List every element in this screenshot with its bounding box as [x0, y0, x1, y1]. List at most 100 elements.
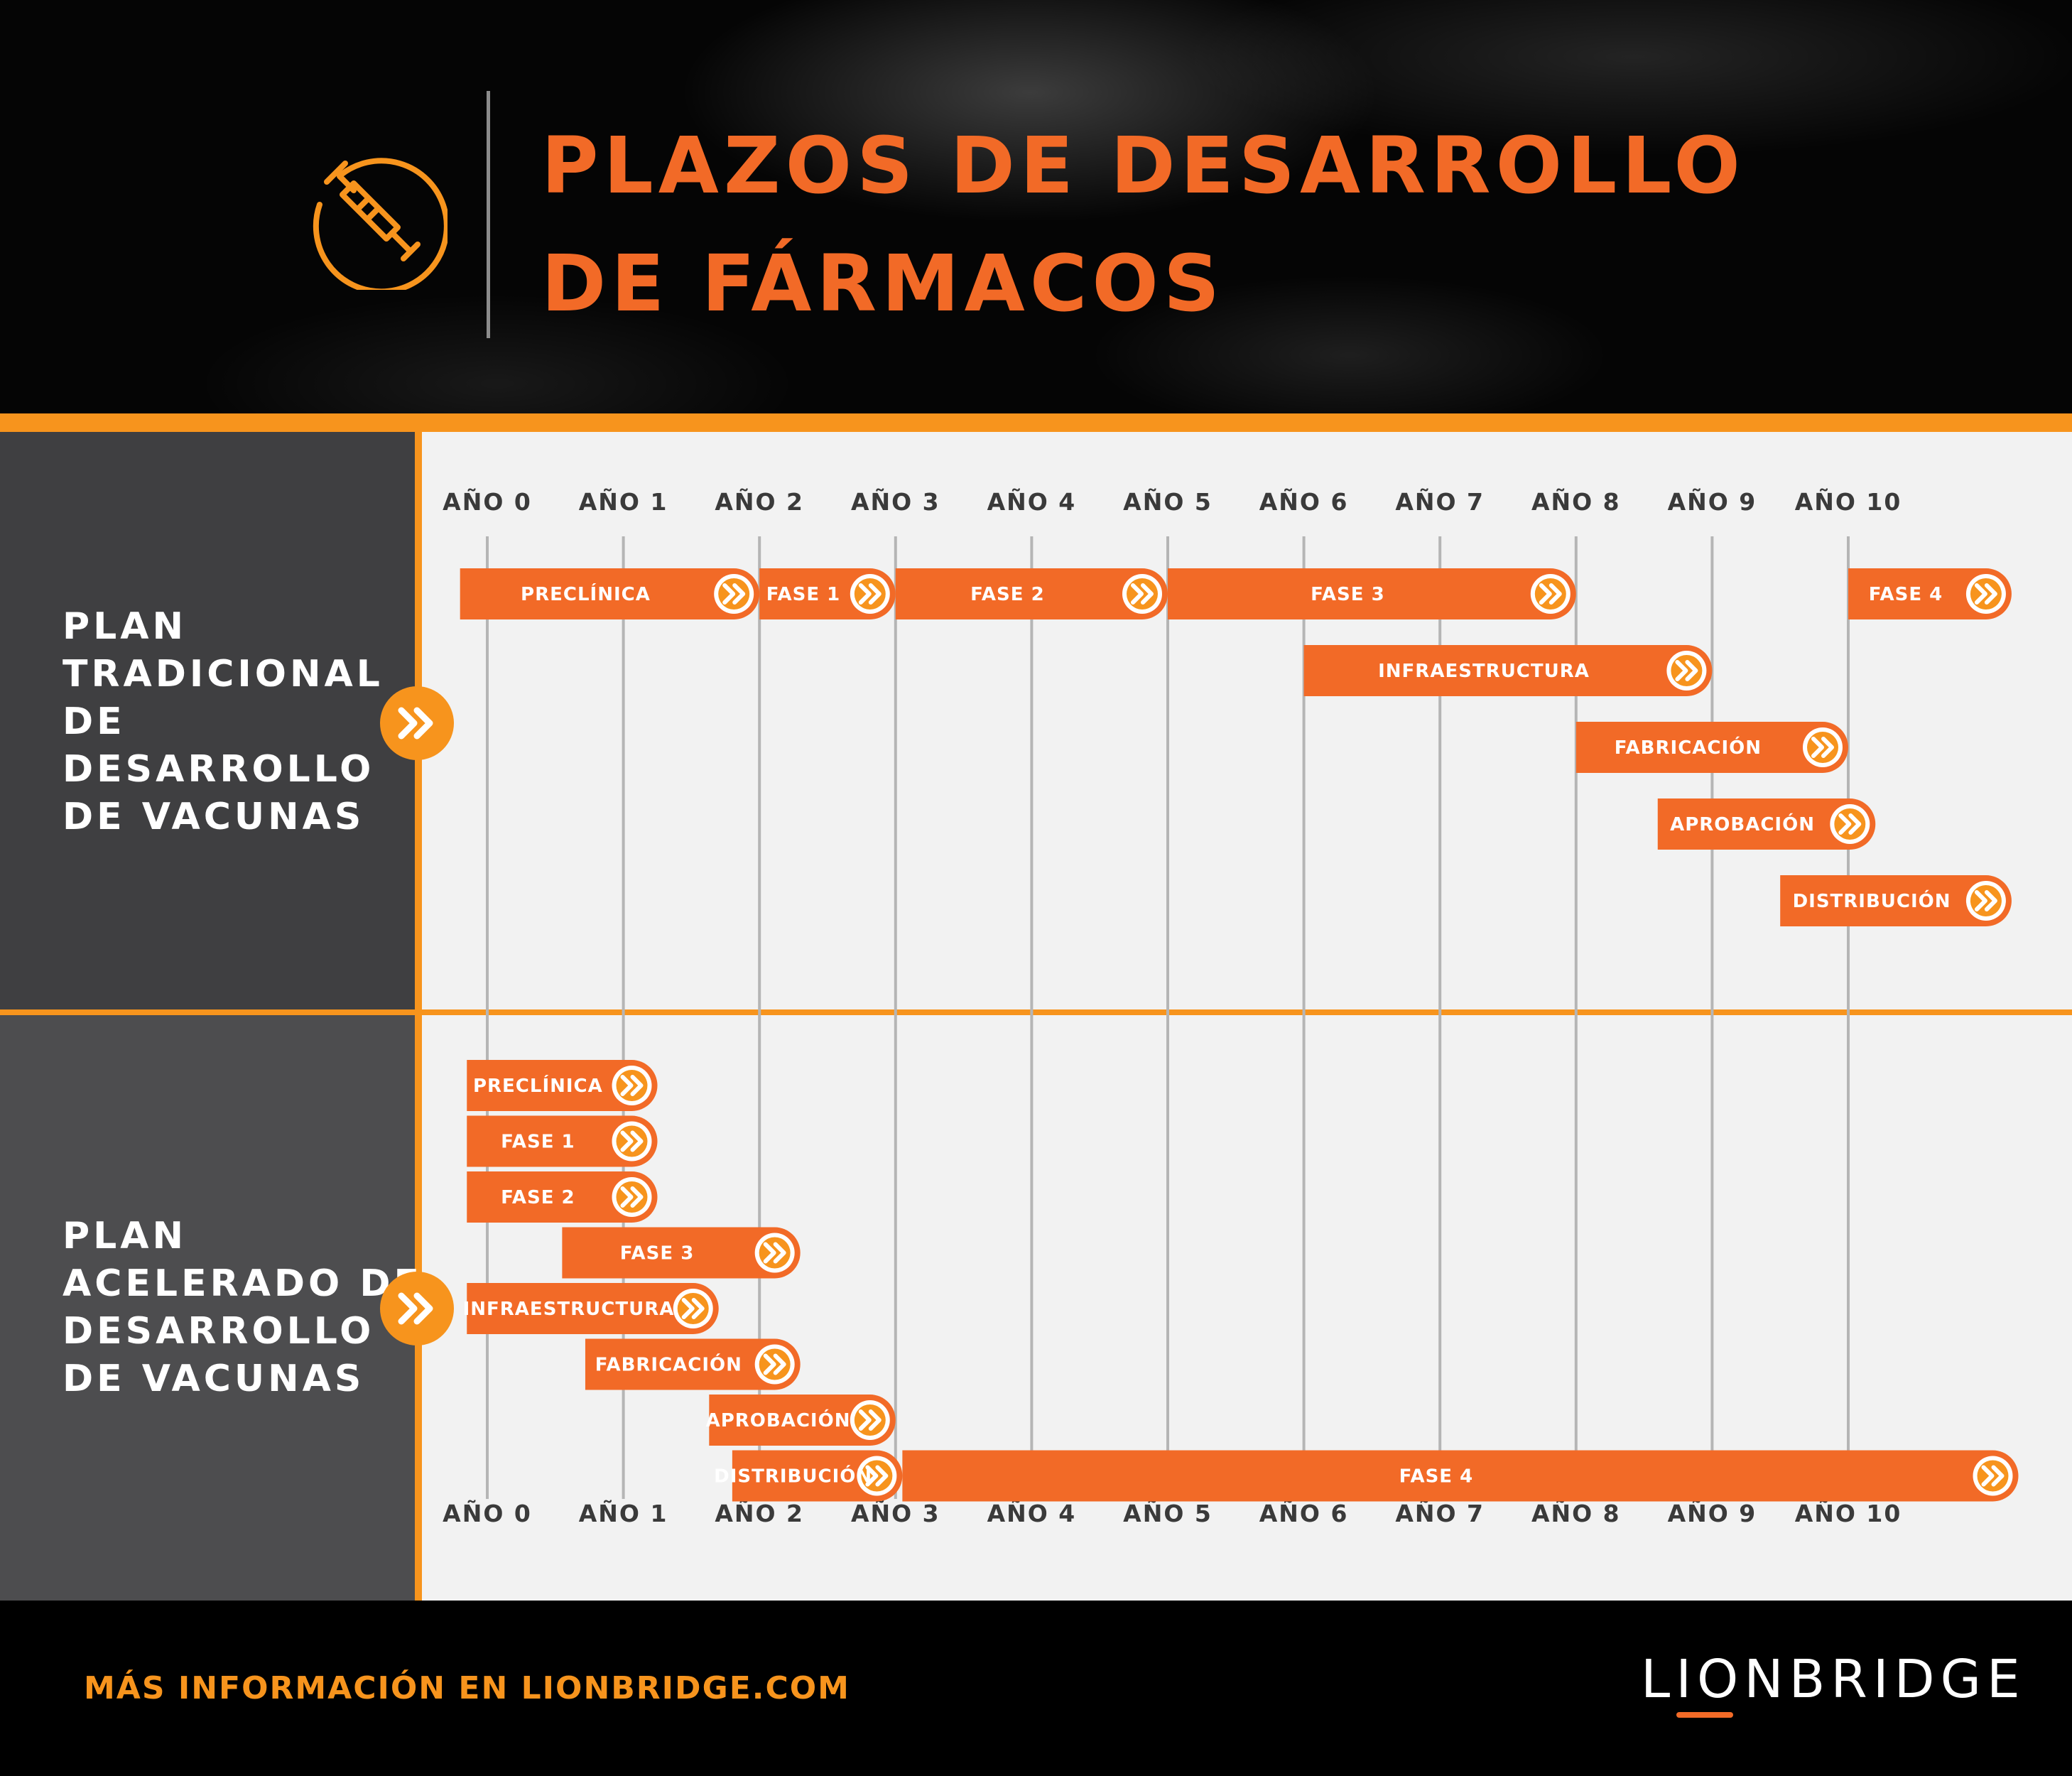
tick-label-bottom: AÑO 8 [1531, 1499, 1621, 1527]
bar-label: INFRAESTRUCTURA [463, 1299, 675, 1320]
tick-label-bottom: AÑO 2 [715, 1499, 804, 1527]
plan2-label-line: DESARROLLO [63, 1310, 375, 1353]
bar-label: FASE 2 [970, 584, 1045, 605]
tick-label-top: AÑO 9 [1668, 487, 1757, 516]
bar-label: FASE 1 [766, 584, 841, 605]
plan1-panel [0, 432, 415, 1012]
double-chevron-right-icon [1675, 660, 1698, 681]
timeline-bar [732, 1450, 903, 1502]
header-accent-band [0, 413, 2072, 432]
tick-label-top: AÑO 4 [987, 487, 1077, 516]
plan2-label-line: PLAN [63, 1215, 188, 1257]
double-chevron-right-icon [763, 1353, 786, 1375]
chart-left-border [415, 432, 422, 1601]
tick-label-bottom: AÑO 4 [987, 1499, 1077, 1527]
bar-label: DISTRIBUCIÓN [1793, 889, 1951, 912]
plan-separator-line [0, 1009, 2072, 1015]
title-line-1: PLAZOS DE DESARROLLO [541, 120, 1745, 211]
tick-label-bottom: AÑO 9 [1668, 1499, 1757, 1527]
double-chevron-right-icon [858, 583, 882, 605]
timeline-bar [1575, 722, 1848, 773]
double-chevron-right-icon [620, 1130, 644, 1152]
header-divider [487, 91, 490, 338]
tick-label-top: AÑO 5 [1123, 487, 1213, 516]
syringe-icon [313, 158, 448, 290]
tick-label-top: AÑO 6 [1259, 487, 1349, 516]
bar-label: APROBACIÓN [1670, 813, 1815, 835]
bar-label: FASE 3 [1311, 584, 1385, 605]
timeline-bar [895, 568, 1168, 619]
tick-label-bottom: AÑO 6 [1259, 1499, 1349, 1527]
bar-label: FASE 2 [501, 1187, 575, 1208]
double-chevron-right-icon [620, 1186, 644, 1208]
timeline-bar [467, 1171, 658, 1223]
double-chevron-right-icon [681, 1298, 705, 1319]
timeline-bar [709, 1395, 896, 1446]
header-banner: PLAZOS DE DESARROLLO DE FÁRMACOS [0, 0, 2072, 413]
timeline-bar [1848, 568, 2012, 619]
double-chevron-right-icon [620, 1075, 644, 1096]
timeline-bar [1780, 875, 2012, 926]
timeline-bar [902, 1450, 2019, 1502]
tick-label-top: AÑO 1 [579, 487, 668, 516]
bar-label: FASE 1 [501, 1132, 575, 1153]
lionbridge-logo: LIONBRIDGE [1641, 1649, 2026, 1710]
tick-label-bottom: AÑO 7 [1395, 1499, 1485, 1527]
double-chevron-right-icon [1974, 890, 1997, 911]
double-chevron-right-icon [1981, 1465, 2005, 1487]
bar-label: INFRAESTRUCTURA [1378, 661, 1590, 682]
double-chevron-right-icon [380, 1272, 454, 1345]
timeline-bar [467, 1283, 719, 1334]
plan1-label-line: DE VACUNAS [63, 796, 365, 838]
double-chevron-right-icon [858, 1409, 882, 1431]
timeline-bar [562, 1227, 801, 1279]
footer: MÁS INFORMACIÓN EN LIONBRIDGE.COM LIONBR… [0, 1601, 2072, 1776]
timeline-bar [1303, 645, 1713, 696]
tick-label-top: AÑO 0 [443, 487, 532, 516]
tick-label-top: AÑO 8 [1531, 487, 1621, 516]
double-chevron-right-icon [1838, 813, 1862, 835]
plan2-panel [0, 1012, 415, 1601]
plan1-label-line: DESARROLLO [63, 748, 375, 791]
bar-label: APROBACIÓN [706, 1409, 851, 1431]
plan1-label: PLAN TRADICIONAL DE DESARROLLO DE VACUNA… [63, 603, 384, 841]
double-chevron-right-icon [1539, 583, 1562, 605]
bar-label: FABRICACIÓN [1615, 736, 1762, 759]
page-title: PLAZOS DE DESARROLLO DE FÁRMACOS [541, 107, 1745, 342]
double-chevron-right-icon [865, 1465, 889, 1487]
double-chevron-right-icon [380, 686, 454, 760]
double-chevron-right-icon [1811, 737, 1834, 758]
tick-label-top: AÑO 7 [1395, 487, 1485, 516]
bar-label: FASE 4 [1399, 1466, 1474, 1488]
double-chevron-right-icon [1131, 583, 1154, 605]
plan1-label-line: PLAN [63, 605, 188, 648]
plan1-label-line: TRADICIONAL [63, 653, 384, 695]
timeline-bar [467, 1115, 658, 1167]
timeline-bar [585, 1338, 801, 1390]
bar-label: PRECLÍNICA [473, 1074, 603, 1097]
double-chevron-right-icon [763, 1242, 786, 1264]
tick-label-top: AÑO 3 [851, 487, 940, 516]
logo-underline [1676, 1712, 1733, 1718]
footer-link[interactable]: MÁS INFORMACIÓN EN LIONBRIDGE.COM [84, 1670, 850, 1706]
timeline-bar [460, 568, 760, 619]
tick-label-bottom: AÑO 3 [851, 1499, 940, 1527]
bar-label: FASE 4 [1869, 584, 1943, 605]
tick-label-bottom: AÑO 10 [1795, 1499, 1902, 1527]
bar-label: DISTRIBUCIÓN [714, 1465, 872, 1488]
double-chevron-right-icon [722, 583, 746, 605]
timeline-bar [1168, 568, 1576, 619]
tick-label-bottom: AÑO 1 [579, 1499, 668, 1527]
plan2-label-line: ACELERADO DE [63, 1262, 423, 1305]
double-chevron-right-icon [1974, 583, 1997, 605]
tick-label-bottom: AÑO 5 [1123, 1499, 1213, 1527]
plan2-label: PLAN ACELERADO DE DESARROLLO DE VACUNAS [63, 1213, 423, 1403]
plan2-label-line: DE VACUNAS [63, 1358, 365, 1400]
bar-label: FABRICACIÓN [595, 1353, 742, 1376]
tick-label-top: AÑO 2 [715, 487, 804, 516]
plan-sidebar [0, 432, 415, 1601]
bar-label: PRECLÍNICA [521, 583, 651, 605]
timeline-bar [467, 1060, 658, 1111]
timeline-bar [1657, 798, 1876, 850]
title-line-2: DE FÁRMACOS [541, 238, 1225, 329]
